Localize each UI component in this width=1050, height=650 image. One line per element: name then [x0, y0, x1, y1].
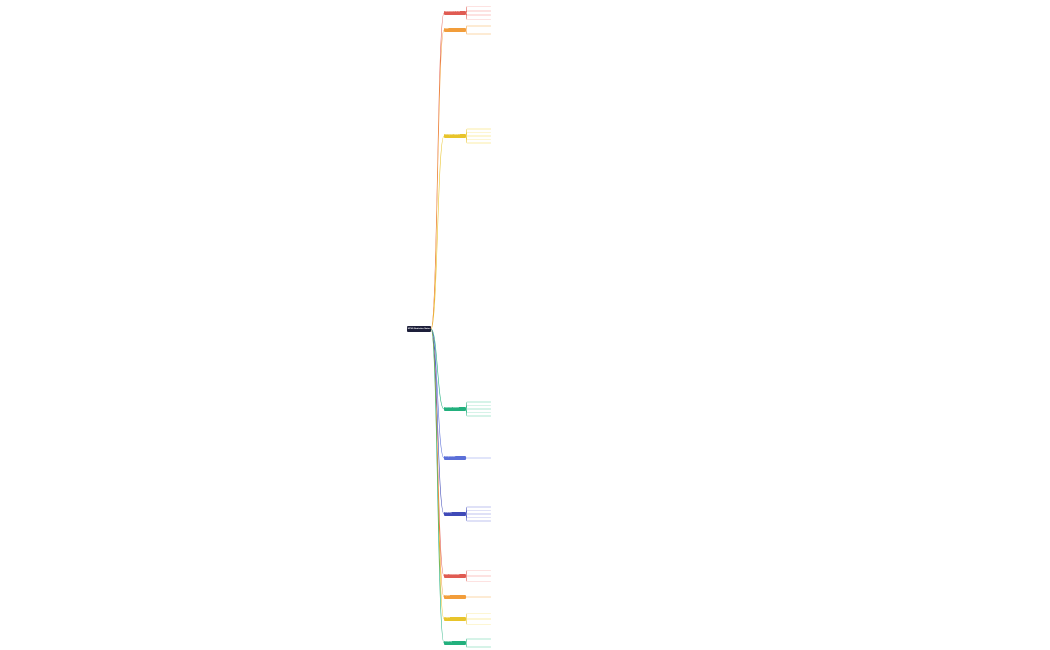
child-node[interactable]: Command syntax: [467, 596, 491, 598]
branch-node-b1[interactable]: Introduction to SPSS: [444, 11, 466, 15]
connector-line: [465, 408, 468, 417]
connector-line: [465, 12, 468, 20]
branch-node-b10[interactable]: Summary: [444, 641, 466, 645]
child-node[interactable]: Reports: [467, 618, 491, 620]
root-node[interactable]: SPSS Statistics Notes: [407, 326, 431, 332]
connector-line: [430, 328, 445, 644]
branch-node-b9[interactable]: Output: [444, 617, 466, 621]
child-node[interactable]: T-tests: [467, 404, 491, 407]
child-node[interactable]: Hypothesis testing: [467, 401, 491, 403]
child-node[interactable]: Resources: [467, 646, 491, 648]
child-node[interactable]: Recode: [467, 575, 491, 577]
child-node[interactable]: Frequencies: [467, 128, 491, 130]
connector-line: [465, 618, 468, 625]
connector-line: [430, 328, 445, 459]
branch-node-b4[interactable]: Inferential Statistics: [444, 407, 466, 411]
child-node[interactable]: Select cases: [467, 580, 491, 583]
connector-line: [465, 513, 468, 522]
child-node[interactable]: Data import: [467, 33, 491, 35]
child-node[interactable]: Compute: [467, 569, 491, 572]
child-node[interactable]: Factor analysis: [467, 513, 491, 515]
child-node[interactable]: Chi-square test: [467, 457, 491, 459]
child-node[interactable]: ANOVA: [467, 408, 491, 410]
connector-line: [430, 328, 445, 410]
child-node[interactable]: Correlation: [467, 411, 491, 414]
child-node[interactable]: Data editor: [467, 10, 491, 12]
child-node[interactable]: Linear models: [467, 506, 491, 508]
connector-line: [465, 135, 468, 144]
connector-line: [430, 328, 445, 515]
branch-node-b2[interactable]: Data: [444, 28, 466, 32]
child-node[interactable]: Cluster analysis: [467, 516, 491, 519]
connector-line: [465, 575, 468, 582]
connector-line: [430, 135, 445, 330]
child-node[interactable]: Regression: [467, 415, 491, 417]
child-node[interactable]: Logistic regression: [467, 509, 491, 512]
branch-node-b7[interactable]: Data Transformation: [444, 574, 466, 578]
child-node[interactable]: Crosstabs: [467, 138, 491, 141]
child-node[interactable]: Overview: [467, 5, 491, 8]
branch-node-b3[interactable]: Descriptive Statistics: [444, 134, 466, 138]
child-node[interactable]: Output viewer: [467, 18, 491, 21]
child-node[interactable]: Explore: [467, 135, 491, 137]
child-node[interactable]: Reliability: [467, 520, 491, 522]
child-node[interactable]: Key points: [467, 638, 491, 640]
connector-line: [465, 642, 468, 648]
connector-line: [430, 29, 445, 330]
child-node[interactable]: Descriptives: [467, 131, 491, 134]
child-node[interactable]: Tables: [467, 612, 491, 615]
branch-node-b6[interactable]: Modeling: [444, 512, 466, 516]
connector-line: [465, 29, 468, 35]
child-node[interactable]: Export: [467, 623, 491, 626]
child-node[interactable]: Variable view: [467, 14, 491, 16]
branch-node-b5[interactable]: Nonparametric: [444, 456, 466, 460]
branch-node-b8[interactable]: Syntax: [444, 595, 466, 599]
child-node[interactable]: Data entry: [467, 25, 491, 27]
child-node[interactable]: Charts: [467, 142, 491, 144]
